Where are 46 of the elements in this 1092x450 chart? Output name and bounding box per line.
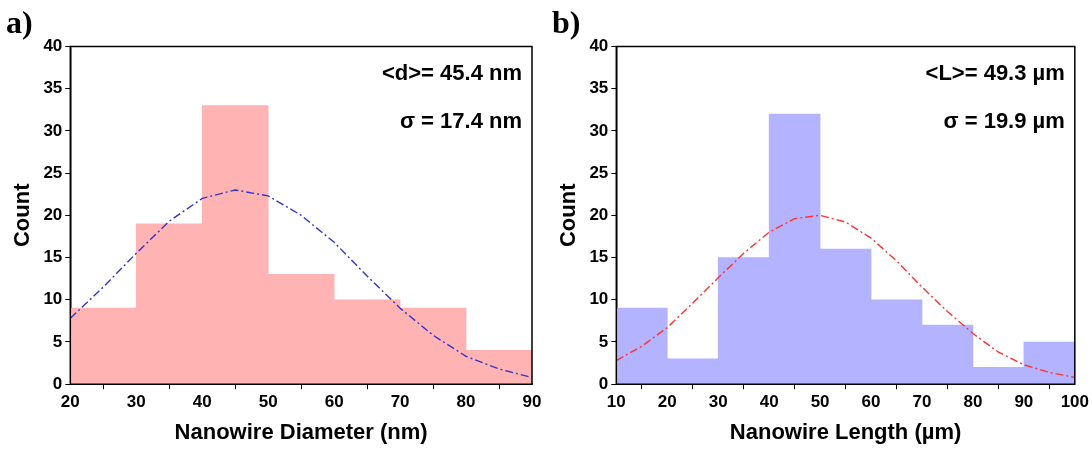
x-tick-label: 50 bbox=[258, 392, 278, 412]
annotation: <d>= 45.4 nm bbox=[381, 60, 522, 86]
x-axis-title: Nanowire Length (µm) bbox=[729, 418, 962, 444]
y-tick-label: 20 bbox=[43, 204, 63, 224]
annotation: σ = 17.4 nm bbox=[399, 108, 522, 134]
line-series bbox=[70, 189, 532, 379]
x-tick-label: 40 bbox=[192, 392, 212, 412]
x-tick-label: 80 bbox=[963, 392, 983, 412]
y-tick-label: 0 bbox=[598, 373, 609, 393]
x-tick-label: 30 bbox=[126, 392, 146, 412]
x-tick-label: 20 bbox=[657, 392, 677, 412]
y-tick-label: 40 bbox=[589, 36, 609, 56]
y-tick-label: 10 bbox=[43, 289, 63, 309]
chart-title: a) bbox=[6, 4, 33, 41]
y-tick-label: 5 bbox=[598, 331, 609, 351]
x-tick-label: 70 bbox=[390, 392, 410, 412]
y-tick-label: 10 bbox=[589, 289, 609, 309]
x-tick-label: 30 bbox=[708, 392, 728, 412]
y-axis-title: Count bbox=[9, 182, 35, 248]
y-tick-label: 0 bbox=[52, 373, 63, 393]
annotation: σ = 19.9 µm bbox=[943, 108, 1065, 134]
line-series bbox=[616, 214, 1075, 379]
y-tick-label: 25 bbox=[589, 162, 609, 182]
x-axis-title: Nanowire Diameter (nm) bbox=[174, 418, 428, 444]
x-tick-label: 60 bbox=[861, 392, 881, 412]
y-tick-label: 35 bbox=[589, 78, 609, 98]
x-tick-label: 80 bbox=[456, 392, 476, 412]
y-tick-label: 30 bbox=[589, 120, 609, 140]
x-tick-label: 70 bbox=[912, 392, 932, 412]
x-tick-label: 40 bbox=[759, 392, 779, 412]
x-tick-label: 100 bbox=[1060, 392, 1090, 412]
x-tick-label: 90 bbox=[522, 392, 542, 412]
y-tick-label: 30 bbox=[43, 120, 63, 140]
y-tick-label: 25 bbox=[43, 162, 63, 182]
annotation: <L>= 49.3 µm bbox=[925, 60, 1065, 86]
y-axis-title: Count bbox=[555, 182, 581, 248]
y-tick-label: 5 bbox=[52, 331, 63, 351]
y-tick-label: 40 bbox=[43, 36, 63, 56]
x-tick-label: 90 bbox=[1014, 392, 1034, 412]
chart-title: b) bbox=[552, 4, 581, 41]
x-tick-label: 50 bbox=[810, 392, 830, 412]
y-tick-label: 15 bbox=[589, 247, 609, 267]
y-tick-label: 20 bbox=[589, 204, 609, 224]
x-tick-label: 60 bbox=[324, 392, 344, 412]
y-tick-label: 35 bbox=[43, 78, 63, 98]
y-tick-label: 15 bbox=[43, 247, 63, 267]
